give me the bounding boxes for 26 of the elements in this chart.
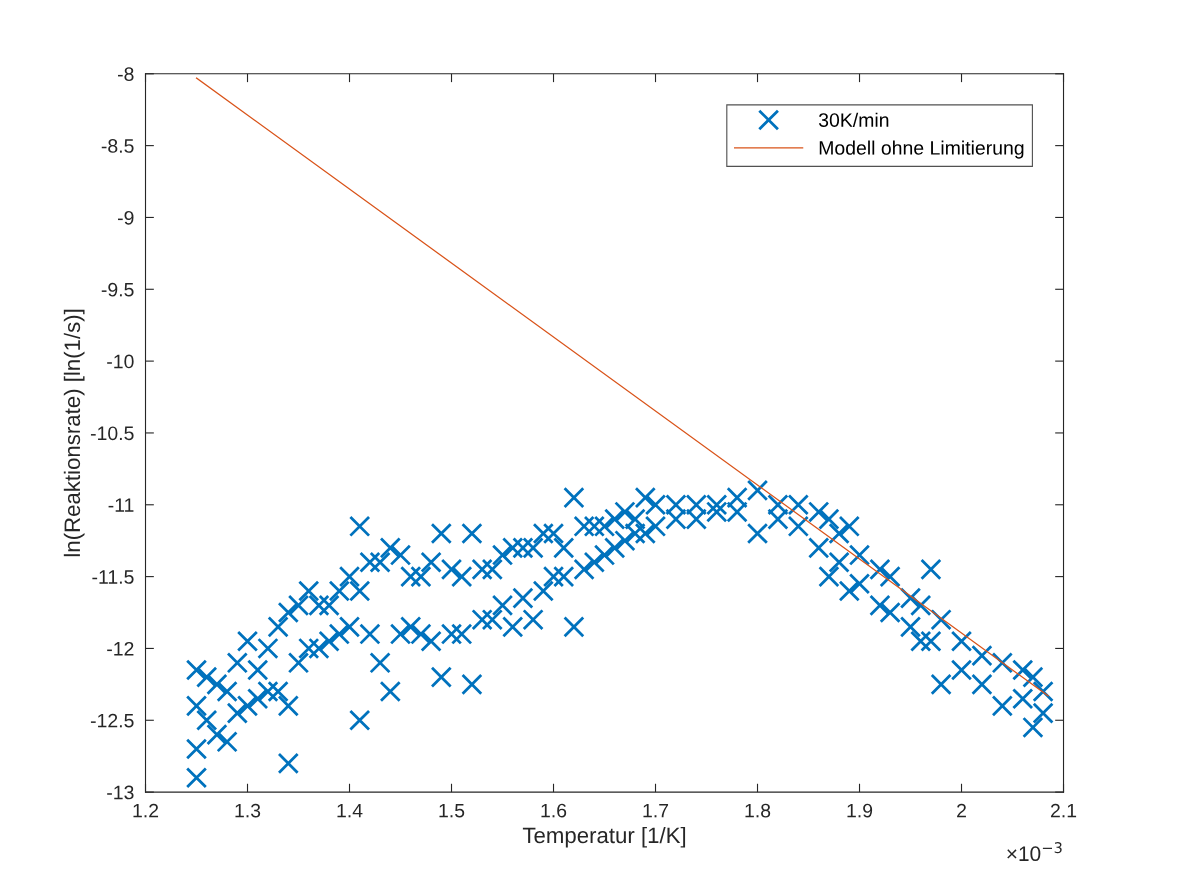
x-tick-label: 1.7 <box>643 803 669 818</box>
x-tick-label: 1.4 <box>337 803 363 818</box>
x-tick-label: 1.2 <box>133 803 159 818</box>
y-tick-label: -12 <box>107 641 134 656</box>
y-tick-label: -10.5 <box>90 426 134 441</box>
y-tick-label: -13 <box>107 785 134 800</box>
y-tick-label: -10 <box>107 354 134 369</box>
y-tick-label: -9 <box>117 210 134 225</box>
x-axis-title: Temperatur [1/K] <box>522 826 686 848</box>
x-tick-label: 1.3 <box>235 803 261 818</box>
x-tick-label: 1.9 <box>847 803 873 818</box>
x-tick-label: 1.8 <box>745 803 771 818</box>
y-tick-label: -9.5 <box>101 282 134 297</box>
y-tick-label: -11 <box>108 498 134 512</box>
x-tick-label: 2 <box>957 803 966 818</box>
y-tick-label: -11.5 <box>92 570 134 584</box>
y-tick-label: -8 <box>117 67 134 82</box>
x-tick-label: 1.5 <box>439 803 465 818</box>
y-tick-label: -8.5 <box>101 139 134 153</box>
legend-label: 30K/min <box>818 112 889 127</box>
y-axis-title: ln(Reaktionsrate) [ln(1/s)] <box>63 309 85 557</box>
y-tick-label: -12.5 <box>90 713 134 728</box>
x-tick-label: 1.6 <box>541 803 567 818</box>
text: ×10$^{−3}$ <box>1007 842 1062 862</box>
x-tick-label: 2.1 <box>1050 803 1077 818</box>
legend-label: Modell ohne Limitierung <box>819 140 1024 159</box>
